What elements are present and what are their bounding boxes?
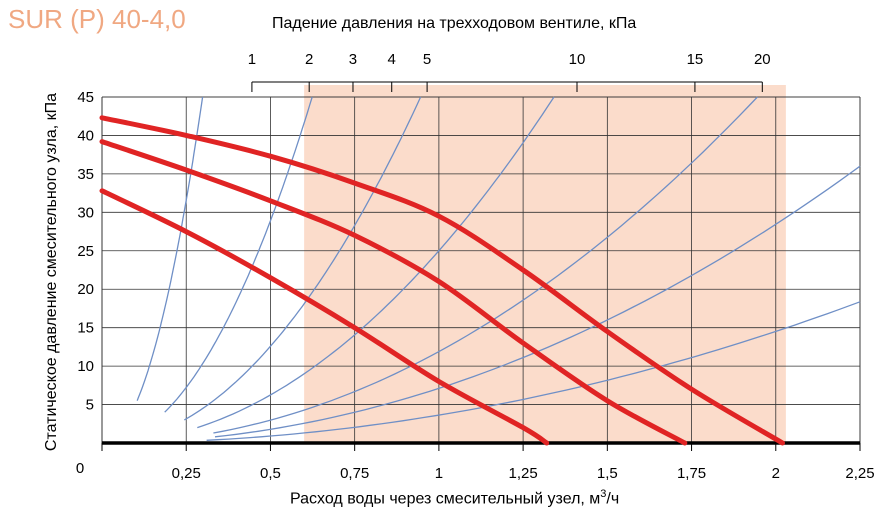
valve-curve (183, 96, 422, 421)
top-tick-label: 3 (349, 51, 357, 68)
y-tick-label: 15 (77, 320, 94, 337)
x-axis-label-text: Расход воды через смесительный узел, м (290, 490, 601, 508)
y-tick-label: 20 (77, 281, 94, 298)
top-tick-label: 1 (248, 51, 256, 68)
x-tick-label: 1,5 (597, 465, 618, 482)
x-tick-label: 2 (772, 465, 780, 482)
pump-curve (99, 188, 550, 446)
top-axis-label: Падение давления на трехходовом вентиле,… (272, 15, 637, 32)
x-tick-label: 2,25 (845, 465, 874, 482)
y-tick-label: 30 (77, 204, 94, 221)
y-tick-label: 5 (86, 397, 94, 414)
shaded-region (304, 85, 786, 443)
x-tick-label: 1,75 (677, 465, 706, 482)
y-tick-label: 40 (77, 127, 94, 144)
top-tick-label: 5 (423, 51, 431, 68)
x-axis-label-sup: 3 (600, 488, 607, 500)
top-tick-label: 2 (305, 51, 313, 68)
top-tick-label: 4 (388, 51, 396, 68)
y-tick-label: 25 (77, 243, 94, 260)
valve-curve (213, 96, 758, 434)
x-tick-label: 1,25 (509, 465, 538, 482)
valve-curve (197, 96, 555, 429)
x-tick-label: 1 (435, 465, 443, 482)
top-tick-label: 10 (569, 51, 586, 68)
x-tick-label: 0,5 (260, 465, 281, 482)
valve-curve (206, 301, 861, 441)
chart-title: SUR (P) 40-4,0 (8, 4, 186, 34)
x-axis-label-unit: /ч (606, 490, 620, 508)
y-tick-label: 35 (77, 166, 94, 183)
top-tick-label: 20 (754, 51, 771, 68)
x-axis-label: Расход воды через смесительный узел, м3/… (290, 488, 619, 508)
y-tick-label: 45 (77, 89, 94, 106)
origin-label: 0 (76, 460, 84, 477)
valve-curve (164, 96, 313, 413)
valve-curve (136, 96, 204, 401)
x-tick-label: 0,25 (172, 465, 201, 482)
y-tick-label: 10 (77, 358, 94, 375)
top-tick-label: 15 (687, 51, 704, 68)
x-tick-label: 0,75 (340, 465, 369, 482)
pump-curve (99, 115, 785, 446)
pump-curve (99, 139, 688, 446)
